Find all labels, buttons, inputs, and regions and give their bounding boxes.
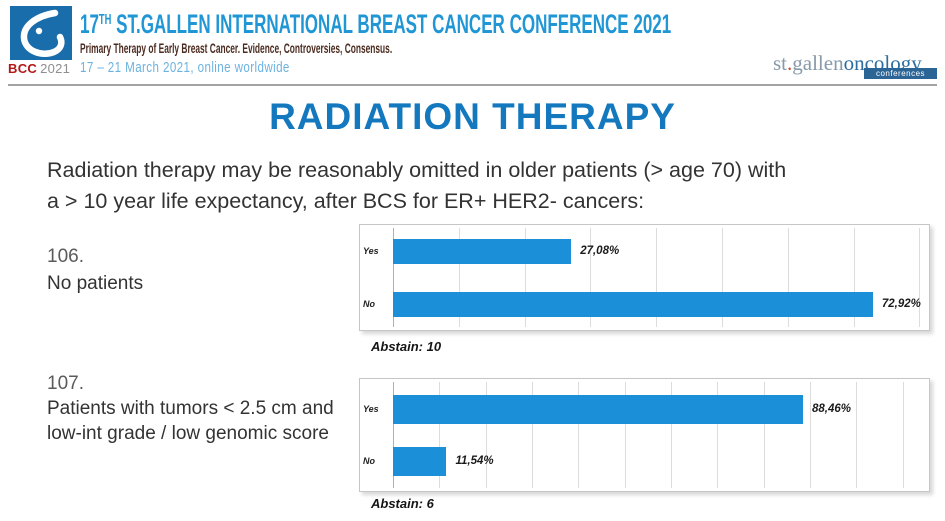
brand-gallen: gallen [792,51,844,75]
poll-107-number: 107. [47,373,84,394]
poll-107-label: 107. Patients with tumors < 2.5 cm and l… [47,371,334,446]
stgallen-oncology-logo: st.gallenoncology [773,51,922,76]
poll-106-number: 106. [47,246,84,267]
conference-title-number: 17 [80,9,99,39]
poll-106-label: 106. No patients [47,243,143,297]
bcc-swoosh-icon [20,9,65,57]
conference-title-main: ST.GALLEN INTERNATIONAL BREAST CANCER CO… [111,9,672,39]
conference-title-ordinal: TH [98,12,112,28]
poll-106-row-yes: Yes 27,08% [363,238,926,264]
brand-dot: . [787,51,793,75]
poll-107-row-no: No 11,54% [363,446,926,476]
poll-106-gridlines [393,228,926,327]
poll-106-chart: Yes 27,08% No 72,92% [359,224,930,331]
poll-107-chart: Yes 88,46% No 11,54% [359,378,930,492]
question-line-2: a > 10 year life expectancy, after BCS f… [47,189,645,213]
brand-st: st [773,51,788,75]
question-text: Radiation therapy may be reasonably omit… [47,155,786,217]
conference-dates: 17 – 21 March 2021, online worldwide [80,60,290,76]
category-label-no: No [363,299,375,309]
poll-106-text: No patients [47,273,144,294]
conference-title: 17TH ST.GALLEN INTERNATIONAL BREAST CANC… [80,9,671,40]
bar-no [393,291,873,317]
category-label-yes: Yes [363,404,379,414]
poll-106-row-no: No 72,92% [363,291,926,317]
poll-107-text-line2: low-int grade / low genomic score [47,423,329,444]
poll-107-abstain-note: Abstain: 6 [371,496,434,511]
bar-no [393,446,447,476]
value-label-no: 11,54% [455,455,494,467]
bcc-logo-caption: BCC 2021 [8,61,78,76]
poll-106-plot: Yes 27,08% No 72,92% [363,228,926,327]
header-divider [8,84,937,86]
question-line-1: Radiation therapy may be reasonably omit… [47,158,787,182]
bcc-text: BCC [8,61,38,76]
bcc-logo-mark [10,6,72,60]
poll-107-gridlines [393,382,926,488]
category-label-yes: Yes [363,246,379,256]
poll-107-text-line1: Patients with tumors < 2.5 cm and [47,398,334,419]
conferences-badge: conferences [864,68,937,79]
bar-yes [393,238,572,264]
poll-106-abstain-note: Abstain: 10 [371,339,442,354]
bar-yes [393,394,803,424]
slide-title: RADIATION THERAPY [269,96,676,137]
poll-107-row-yes: Yes 88,46% [363,394,926,424]
poll-107-plot: Yes 88,46% No 11,54% [363,382,926,488]
value-label-no: 72,92% [881,298,921,310]
bcc-year-text: 2021 [40,61,71,76]
value-label-yes: 27,08% [580,245,620,257]
category-label-no: No [363,456,375,466]
value-label-yes: 88,46% [811,403,851,415]
conference-subtitle: Primary Therapy of Early Breast Cancer. … [80,41,393,56]
